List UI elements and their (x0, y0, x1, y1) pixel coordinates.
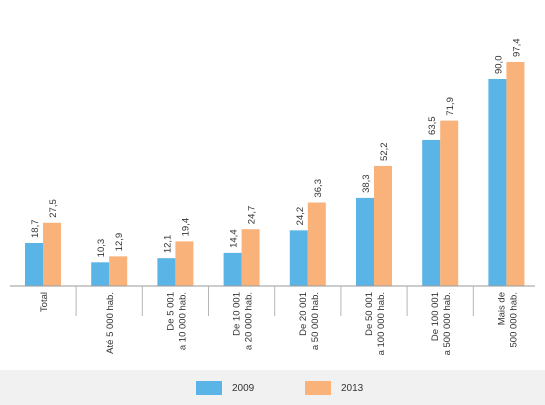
bar-2013-0 (43, 222, 61, 286)
value-label-2013-4: 36,3 (313, 179, 324, 198)
category-label-3-0: De 10 001 (232, 292, 243, 336)
value-label-2013-5: 52,2 (379, 142, 390, 161)
bar-2009-1 (91, 262, 110, 286)
bar-2013-6 (440, 120, 459, 286)
category-label-2-0: De 5 001 (165, 292, 176, 331)
bar-2009-3 (223, 252, 242, 286)
value-label-2013-6: 71,9 (445, 97, 456, 116)
legend-item-2013: 2013 (305, 380, 363, 396)
value-label-2009-4: 24,2 (295, 207, 306, 226)
category-label-3-1: a 20 000 hab. (244, 292, 255, 350)
legend-swatch-2013 (305, 381, 331, 395)
value-label-2009-0: 18,7 (30, 219, 41, 238)
bar-2013-1 (109, 256, 128, 286)
bar-2009-5 (356, 197, 374, 286)
category-label-7-1: 500 000 hab. (508, 292, 519, 347)
bar-2013-2 (175, 241, 194, 286)
category-label-5-1: a 100 000 hab. (376, 292, 387, 355)
value-label-2013-7: 97,4 (511, 38, 522, 57)
bar-chart: 18,7 27,5 10,3 12,9 12,1 19,4 14,4 24,7 24,2 36,3… (10, 38, 535, 355)
bar-2009-2 (157, 258, 176, 286)
plot-panel: 18,7 27,5 10,3 12,9 12,1 19,4 14,4 24,7 24,2 36,3… (0, 0, 545, 370)
bar-2013-3 (241, 229, 260, 286)
value-label-2009-1: 10,3 (96, 239, 107, 258)
legend-item-2009: 2009 (196, 380, 254, 396)
category-label-6-0: De 100 001 (430, 292, 441, 341)
bar-2009-4 (289, 230, 308, 286)
value-label-2013-3: 24,7 (247, 206, 258, 225)
legend-label-2009: 2009 (232, 382, 255, 394)
value-label-2013-0: 27,5 (48, 199, 59, 218)
value-label-2013-2: 19,4 (180, 218, 191, 237)
value-label-2009-3: 14,4 (229, 229, 240, 248)
bar-2013-4 (307, 202, 326, 286)
category-label-5-0: De 50 001 (364, 292, 375, 336)
value-label-2013-1: 12,9 (114, 233, 125, 252)
value-label-2009-2: 12,1 (162, 235, 173, 254)
legend-label-2013: 2013 (341, 382, 364, 394)
bar-2013-7 (506, 61, 525, 287)
bar-2013-5 (374, 165, 392, 286)
category-label-6-1: a 500 000 hab. (442, 292, 453, 355)
category-label-0-0: Total (39, 292, 50, 312)
legend-swatch-2009 (196, 381, 222, 395)
category-label-4-1: a 50 000 hab. (310, 292, 321, 350)
value-label-2009-5: 38,3 (361, 174, 372, 193)
bar-2009-7 (488, 79, 507, 286)
category-label-1-0: Até 5 000 hab. (105, 292, 116, 354)
category-label-4-0: De 20 001 (298, 292, 309, 336)
bar-2009-0 (25, 242, 43, 286)
value-label-2009-6: 63,5 (427, 116, 438, 135)
category-label-7-0: Mais de (496, 292, 507, 325)
category-label-2-1: a 10 000 hab. (177, 292, 188, 350)
bar-2009-6 (422, 139, 441, 286)
value-label-2009-7: 90,0 (493, 55, 504, 74)
